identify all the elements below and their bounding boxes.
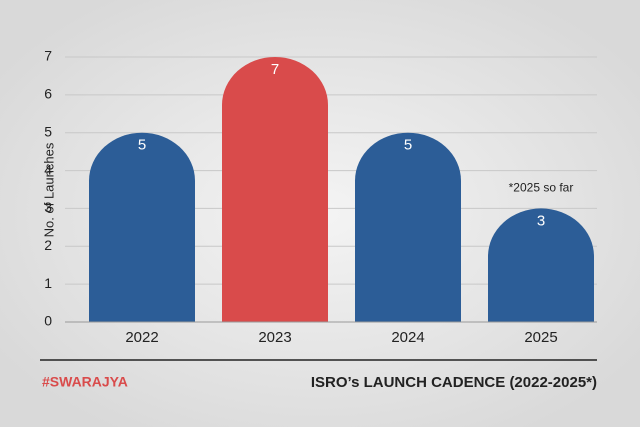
value-label: 7 — [271, 61, 279, 78]
x-tick-label: 2025 — [524, 329, 557, 346]
bar — [89, 132, 195, 322]
annotation: *2025 so far — [509, 181, 574, 195]
x-tick-label: 2023 — [258, 329, 291, 346]
x-tick-label: 2022 — [125, 329, 158, 346]
x-tick-label: 2024 — [391, 329, 424, 346]
y-tick-label: 3 — [44, 199, 52, 215]
bar — [222, 57, 328, 322]
bar — [355, 132, 461, 322]
chart-title: ISRO’s LAUNCH CADENCE (2022-2025*) — [311, 374, 597, 391]
y-tick-label: 1 — [44, 275, 52, 291]
brand: #SWARAJYA — [42, 374, 128, 390]
y-tick-label: 0 — [44, 313, 52, 329]
y-tick-label: 7 — [44, 48, 52, 64]
bar — [488, 208, 594, 322]
y-tick-label: 4 — [44, 161, 52, 177]
y-axis-label: No. of Launches — [41, 142, 56, 237]
value-label: 5 — [138, 137, 146, 154]
value-label: 3 — [537, 212, 545, 229]
y-tick-label: 5 — [44, 123, 52, 139]
y-tick-label: 6 — [44, 86, 52, 102]
y-tick-label: 2 — [44, 237, 52, 253]
value-label: 5 — [404, 137, 412, 154]
